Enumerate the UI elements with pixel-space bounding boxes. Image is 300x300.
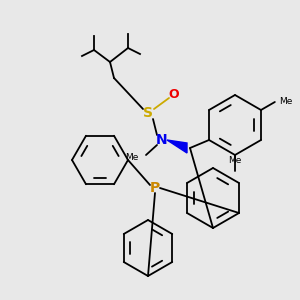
Text: O: O [169,88,179,101]
Text: N: N [156,133,168,147]
Text: Me: Me [124,154,138,163]
Text: Me: Me [279,98,292,106]
Text: S: S [143,106,153,120]
Text: P: P [150,181,160,195]
Polygon shape [167,140,187,153]
Text: Me: Me [228,156,242,165]
